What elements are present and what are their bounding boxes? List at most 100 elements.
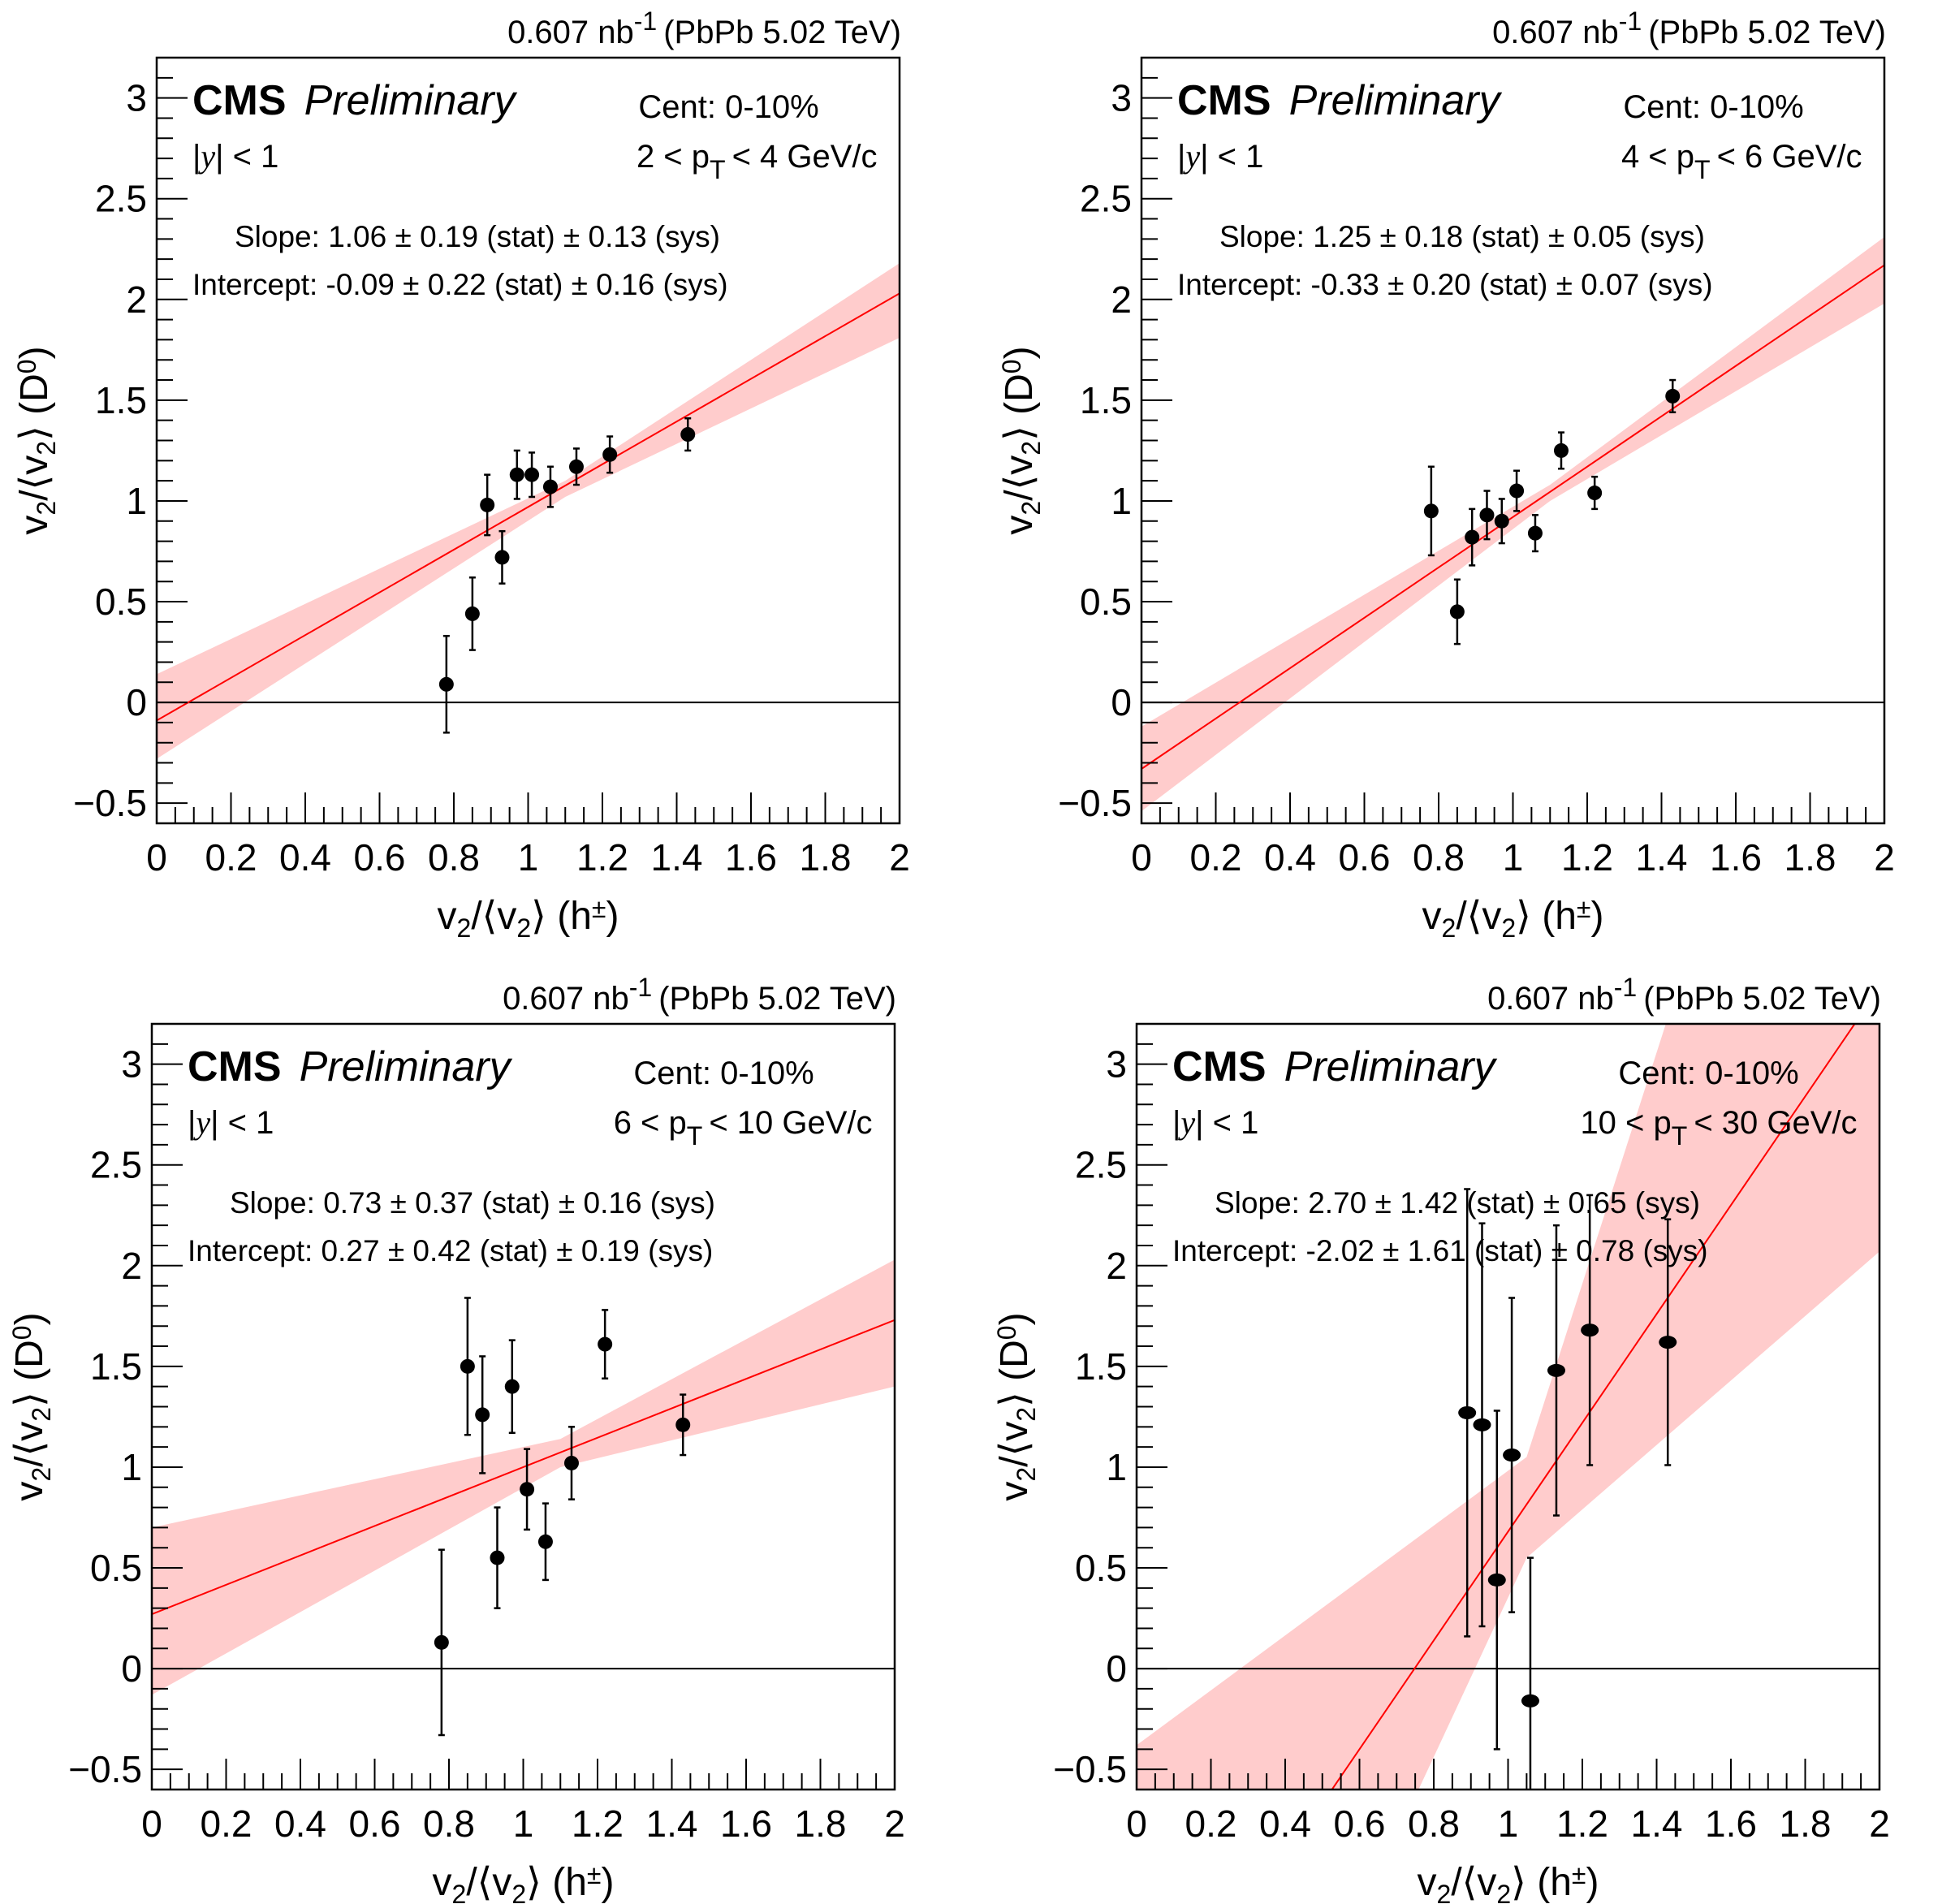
y-axis-title-part: ⟩ (D: [8, 1340, 51, 1407]
x-tick-label: 1.4: [646, 1803, 698, 1845]
pt-range-high: < 30 GeV/c: [1694, 1105, 1857, 1141]
fit-line: [157, 292, 900, 722]
y-axis-title-part: 2: [27, 1467, 56, 1482]
data-marker: [542, 479, 558, 494]
x-axis-title-part: /⟨v: [1456, 895, 1501, 938]
intercept-result: Intercept: -0.33 ± 0.20 (stat) ± 0.07 (s…: [1177, 268, 1713, 301]
pt-range-high: < 10 GeV/c: [709, 1105, 872, 1141]
x-tick-label: 1.4: [651, 836, 703, 879]
pt-range-label: 2 < pT < 4 GeV/c: [637, 139, 878, 184]
y-axis-title-part: v: [8, 1482, 51, 1501]
data-marker: [1509, 483, 1525, 499]
x-tick-label: 1.6: [1710, 836, 1762, 879]
x-axis-title-part: ±: [587, 1860, 602, 1889]
y-axis-title-part: ): [8, 1312, 51, 1325]
x-tick-label: 0.2: [205, 836, 257, 879]
x-axis-title-part: ±: [1577, 894, 1591, 923]
x-tick-label: 2: [1874, 836, 1895, 879]
slope-result: Slope: 2.70 ± 1.42 (stat) ± 0.65 (sys): [1215, 1186, 1700, 1220]
abs-bar-left: |: [1172, 1105, 1180, 1141]
data-point-5: [1521, 1556, 1539, 1790]
abs-bar-right: |: [1200, 139, 1218, 175]
data-marker: [563, 1455, 579, 1470]
x-tick-label: 1.4: [1631, 1803, 1683, 1845]
data-point-1: [434, 1548, 449, 1737]
slope-result: Slope: 0.73 ± 0.37 (stat) ± 0.16 (sys): [230, 1186, 715, 1220]
abs-bar-left: |: [1177, 139, 1185, 175]
cms-preliminary-label: CMS Preliminary: [188, 1043, 513, 1090]
x-tick-label: 0.2: [1190, 836, 1242, 879]
lumi-value: 0.607 nb: [507, 15, 634, 50]
cms-label: CMS: [1177, 77, 1271, 124]
y-axis-title: v2/⟨v2⟩ (D0)v2/⟨v2⟩ (D0): [992, 1312, 1041, 1500]
x-tick-label: 0.4: [1264, 836, 1316, 879]
rapidity-cut: < 1: [1218, 139, 1264, 175]
x-tick-label: 1.6: [1705, 1803, 1757, 1845]
rapidity-cut: < 1: [228, 1105, 274, 1141]
rapidity-cut-label: |y| < 1: [1172, 1104, 1258, 1141]
rapidity-cut: < 1: [233, 139, 279, 175]
data-point-7: [542, 465, 558, 508]
data-point-8: [563, 1426, 579, 1500]
x-axis-title-part: ⟩ (h: [531, 895, 592, 938]
lumi-value: 0.607 nb: [1487, 981, 1614, 1017]
data-point-10: [680, 417, 696, 452]
data-point-2: [1473, 1222, 1491, 1628]
data-marker: [1458, 1405, 1477, 1419]
luminosity-label: 0.607 nb-1 (PbPb 5.02 TeV): [507, 6, 901, 50]
x-axis-title-part: /⟨v: [1451, 1861, 1496, 1904]
fit-confidence-band: [1141, 236, 1884, 812]
data-marker: [1659, 1336, 1677, 1349]
x-axis-title-part: v: [433, 1861, 452, 1904]
x-tick-label: 2: [1869, 1803, 1890, 1845]
x-tick-label: 0.6: [354, 836, 406, 879]
data-marker: [504, 1379, 520, 1394]
data-point-4: [1479, 490, 1495, 541]
x-axis-title-part: 2: [1442, 913, 1456, 943]
x-tick-label: 0: [146, 836, 167, 879]
cms-label: CMS: [188, 1043, 282, 1090]
preliminary-label: Preliminary: [304, 77, 518, 124]
y-axis-title-part: 0: [992, 1325, 1021, 1340]
x-axis-title-part: ): [1586, 1861, 1599, 1904]
data-marker: [1587, 486, 1603, 501]
cms-label: CMS: [1172, 1043, 1267, 1090]
y-axis-title-part: ⟩ (D: [13, 373, 56, 441]
data-point-6: [1547, 1224, 1565, 1517]
y-tick-label: 1.5: [95, 379, 147, 421]
data-point-9: [598, 1309, 613, 1380]
preliminary-label: Preliminary: [300, 1043, 513, 1090]
cms-preliminary-label: CMS Preliminary: [192, 77, 518, 124]
x-tick-label: 0.2: [1185, 1803, 1237, 1845]
x-tick-label: 0.8: [423, 1803, 475, 1845]
lumi-value: 0.607 nb: [1492, 15, 1619, 50]
x-axis-title-part: /⟨v: [471, 895, 516, 938]
data-marker: [1449, 604, 1465, 620]
y-tick-label: −0.5: [1053, 1748, 1127, 1790]
x-axis-title-part: ⟩ (h: [526, 1861, 587, 1904]
pt-range-label: 6 < pT < 10 GeV/c: [614, 1105, 873, 1151]
x-axis-title-part: 2: [1437, 1880, 1452, 1904]
x-tick-label: 1.8: [800, 836, 852, 879]
x-tick-label: 0.4: [274, 1803, 326, 1845]
y-axis-title-part: 2: [1012, 1407, 1041, 1422]
pt-range-low: 10 < p: [1580, 1105, 1671, 1141]
x-axis-title-part: v: [438, 895, 457, 938]
plot-area: [1141, 236, 1884, 812]
data-point-4: [494, 529, 510, 585]
y-axis-title: v2/⟨v2⟩ (D0)v2/⟨v2⟩ (D0): [7, 1312, 56, 1500]
centrality-label: Cent: 0-10%: [633, 1056, 813, 1091]
abs-bar-left: |: [192, 139, 201, 175]
intercept-result: Intercept: -0.09 ± 0.22 (stat) ± 0.16 (s…: [192, 268, 728, 301]
x-tick-label: 0.8: [428, 836, 480, 879]
data-marker: [524, 467, 540, 482]
x-tick-label: 1.8: [1780, 1803, 1832, 1845]
data-point-6: [524, 451, 540, 499]
x-tick-label: 0: [1131, 836, 1152, 879]
y-axis-title-part: 0: [7, 1325, 37, 1340]
y-tick-label: −0.5: [68, 1748, 142, 1790]
y-axis-title-part: /⟨v: [13, 455, 56, 501]
data-marker: [520, 1482, 535, 1497]
lumi-value: 0.607 nb: [503, 981, 629, 1017]
data-marker: [464, 606, 480, 621]
